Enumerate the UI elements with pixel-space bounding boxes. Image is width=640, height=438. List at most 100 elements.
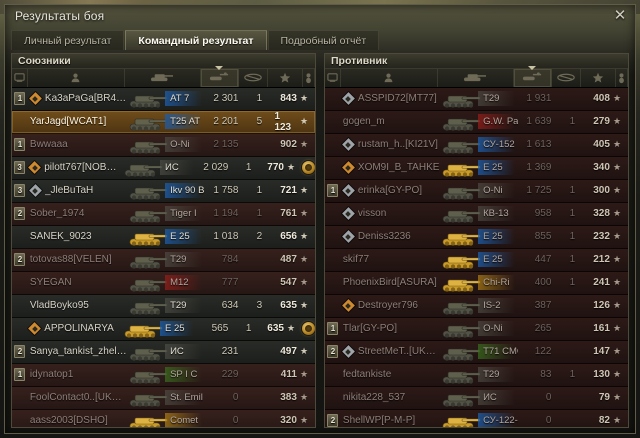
player-name-cell[interactable]: ShellWP[P-M-P] bbox=[341, 410, 440, 428]
table-row[interactable]: 2 StreetMeT..[UKLF] T71 CMCD 122 147★ bbox=[325, 340, 628, 364]
table-row[interactable]: 2 Sober_1974 Tiger I 1 194 1 761 ★ bbox=[12, 202, 315, 226]
table-row[interactable]: 1 Ka3aPaGa[BR4IN] AT 7 2 301 1 843 ★ bbox=[12, 87, 315, 111]
table-row[interactable]: 2 totovas88[VELEN] T29 784 487 ★ bbox=[12, 248, 315, 272]
player-name-cell[interactable]: Destroyer796 bbox=[341, 295, 440, 317]
player-name-cell[interactable]: totovas88[VELEN] bbox=[28, 249, 127, 271]
player-name-cell[interactable]: StreetMeT..[UKLF] bbox=[341, 341, 440, 363]
close-icon[interactable]: ✕ bbox=[613, 7, 627, 24]
table-row[interactable]: PhoenixBird[ASURA] Chi-Ri 400 1 241 ★ bbox=[325, 271, 628, 295]
vehicle-cell[interactable]: M12 bbox=[127, 272, 205, 294]
player-name-cell[interactable]: fedtankiste bbox=[341, 364, 440, 386]
player-name-cell[interactable]: XOM9I_B_TAHKE bbox=[341, 157, 440, 179]
vehicle-cell[interactable]: E 25 bbox=[440, 249, 518, 271]
vehicle-cell[interactable]: Chi-Ri bbox=[440, 272, 518, 294]
table-row[interactable]: 1 idynatop1 SP I C 229 411 ★ bbox=[12, 363, 315, 387]
table-row[interactable]: APPOLINARYA E 25 565 1 635 ★ bbox=[12, 317, 315, 341]
vehicle-cell[interactable]: Tiger I bbox=[127, 203, 205, 225]
vehicle-cell[interactable]: O-Ni bbox=[127, 134, 205, 156]
table-row[interactable]: visson КВ-13 958 1 328 ★ bbox=[325, 202, 628, 226]
player-name-cell[interactable]: Sober_1974 bbox=[28, 203, 127, 225]
player-name-cell[interactable]: skif77 bbox=[341, 249, 440, 271]
table-row[interactable]: VladBoyko95 T29 634 3 635 ★ bbox=[12, 294, 315, 318]
vehicle-cell[interactable]: ИС bbox=[127, 341, 205, 363]
player-name-cell[interactable]: gogen_m bbox=[341, 111, 440, 133]
table-row[interactable]: SANEK_9023 E 25 1 018 2 656 ★ bbox=[12, 225, 315, 249]
table-row[interactable]: ASSPID72[MT77] T29 1 931 408 ★ bbox=[325, 87, 628, 111]
player-name-cell[interactable]: _JleBuTaH bbox=[28, 180, 127, 202]
table-row[interactable]: YarJagd[WCAT1] T25 AT 2 201 5 1 123 ★ bbox=[12, 110, 315, 134]
table-row[interactable]: 1 Tlar[GY-PO] O-Ni 265 161 ★ bbox=[325, 317, 628, 341]
vehicle-cell[interactable]: T29 bbox=[127, 249, 205, 271]
vehicle-cell[interactable]: КВ-13 bbox=[440, 203, 518, 225]
column-header-xp[interactable] bbox=[268, 68, 304, 87]
table-row[interactable]: skif77 E 25 447 1 212 ★ bbox=[325, 248, 628, 272]
player-name-cell[interactable]: rustam_h..[KI21V] bbox=[341, 134, 440, 156]
table-row[interactable]: 2 Sanya_tankist_zhelez.. ИС 231 497 ★ bbox=[12, 340, 315, 364]
player-name-cell[interactable]: FoolContact0..[UKR-G] bbox=[28, 387, 127, 409]
column-header-medals[interactable] bbox=[303, 68, 316, 87]
table-row[interactable]: Destroyer796 IS-2 387 126 ★ bbox=[325, 294, 628, 318]
player-name-cell[interactable]: VladBoyko95 bbox=[28, 295, 127, 317]
column-header-medals[interactable] bbox=[616, 68, 629, 87]
player-name-cell[interactable]: pilott767[NOBOT] bbox=[27, 157, 122, 179]
vehicle-cell[interactable]: O-Ni bbox=[440, 180, 518, 202]
vehicle-cell[interactable]: ИС bbox=[122, 157, 197, 179]
vehicle-cell[interactable]: O-Ni bbox=[440, 318, 518, 340]
medal-icon[interactable] bbox=[302, 161, 315, 175]
player-name-cell[interactable]: ASSPID72[MT77] bbox=[341, 88, 440, 110]
player-name-cell[interactable]: APPOLINARYA bbox=[27, 318, 122, 340]
player-name-cell[interactable]: SANEK_9023 bbox=[28, 226, 127, 248]
table-row[interactable]: 3 _JleBuTaH Ikv 90 B 1 758 1 721 ★ bbox=[12, 179, 315, 203]
table-row[interactable]: rustam_h..[KI21V] СУ-152 1 613 405 ★ bbox=[325, 133, 628, 157]
player-name-cell[interactable]: YarJagd[WCAT1] bbox=[28, 111, 127, 133]
vehicle-cell[interactable]: IS-2 bbox=[440, 295, 518, 317]
player-name-cell[interactable]: erinka[GY-PO] bbox=[341, 180, 440, 202]
column-header-service[interactable] bbox=[325, 68, 341, 87]
table-row[interactable]: 1 erinka[GY-PO] O-Ni 1 725 1 300 ★ bbox=[325, 179, 628, 203]
column-header-damage[interactable] bbox=[513, 65, 552, 87]
table-row[interactable]: XOM9I_B_TAHKE E 25 1 369 340 ★ bbox=[325, 156, 628, 180]
player-name-cell[interactable]: PhoenixBird[ASURA] bbox=[341, 272, 440, 294]
vehicle-cell[interactable]: E 25 bbox=[440, 226, 518, 248]
vehicle-cell[interactable]: E 25 bbox=[122, 318, 197, 340]
table-row[interactable]: 3 pilott767[NOBOT] ИС 2 029 1 770 ★ bbox=[12, 156, 315, 180]
vehicle-cell[interactable]: СУ-152 bbox=[440, 134, 518, 156]
vehicle-cell[interactable]: T71 CMCD bbox=[440, 341, 518, 363]
tab-detailed-report[interactable]: Подробный отчёт bbox=[267, 30, 380, 50]
vehicle-cell[interactable]: T29 bbox=[440, 364, 518, 386]
player-name-cell[interactable]: visson bbox=[341, 203, 440, 225]
column-header-service[interactable] bbox=[12, 68, 28, 87]
table-row[interactable]: gogen_m G.W. Panther 1 639 1 279★ bbox=[325, 110, 628, 134]
player-name-cell[interactable]: SYEGAN bbox=[28, 272, 127, 294]
tab-team-result[interactable]: Командный результат bbox=[125, 30, 267, 50]
player-name-cell[interactable]: idynatop1 bbox=[28, 364, 127, 386]
player-name-cell[interactable]: Sanya_tankist_zhelez.. bbox=[28, 341, 127, 363]
table-row[interactable]: nikita228_537 ИС 0 79 ★ bbox=[325, 386, 628, 410]
table-row[interactable]: Deniss3236 E 25 855 1 232 ★ bbox=[325, 225, 628, 249]
column-header-damage[interactable] bbox=[200, 65, 239, 87]
vehicle-cell[interactable]: AT 7 bbox=[127, 88, 205, 110]
vehicle-cell[interactable]: T29 bbox=[127, 295, 205, 317]
player-name-cell[interactable]: Deniss3236 bbox=[341, 226, 440, 248]
vehicle-cell[interactable]: СУ-122-44 bbox=[440, 410, 518, 428]
vehicle-cell[interactable]: Comet bbox=[127, 410, 205, 428]
column-header-frags[interactable] bbox=[552, 68, 582, 87]
player-name-cell[interactable]: nikita228_537 bbox=[341, 387, 440, 409]
table-row[interactable]: SYEGAN M12 777 547 ★ bbox=[12, 271, 315, 295]
table-row[interactable]: fedtankiste T29 83 1 130 ★ bbox=[325, 363, 628, 387]
vehicle-cell[interactable]: ИС bbox=[440, 387, 518, 409]
table-row[interactable]: FoolContact0..[UKR-G] St. Emil 0 383 ★ bbox=[12, 386, 315, 410]
column-header-vehicle[interactable] bbox=[125, 68, 201, 87]
vehicle-cell[interactable]: T25 AT bbox=[127, 111, 205, 133]
column-header-frags[interactable] bbox=[239, 68, 269, 87]
vehicle-cell[interactable]: T29 bbox=[440, 88, 518, 110]
vehicle-cell[interactable]: St. Emil bbox=[127, 387, 205, 409]
vehicle-cell[interactable]: E 25 bbox=[127, 226, 205, 248]
player-name-cell[interactable]: Ka3aPaGa[BR4IN] bbox=[28, 88, 127, 110]
vehicle-cell[interactable]: E 25 bbox=[440, 157, 518, 179]
vehicle-cell[interactable]: Ikv 90 B bbox=[127, 180, 205, 202]
table-row[interactable]: 1 Bwwaaa O-Ni 2 135 902 ★ bbox=[12, 133, 315, 157]
medal-icon[interactable] bbox=[302, 322, 315, 336]
tab-personal-result[interactable]: Личный результат bbox=[11, 30, 125, 50]
